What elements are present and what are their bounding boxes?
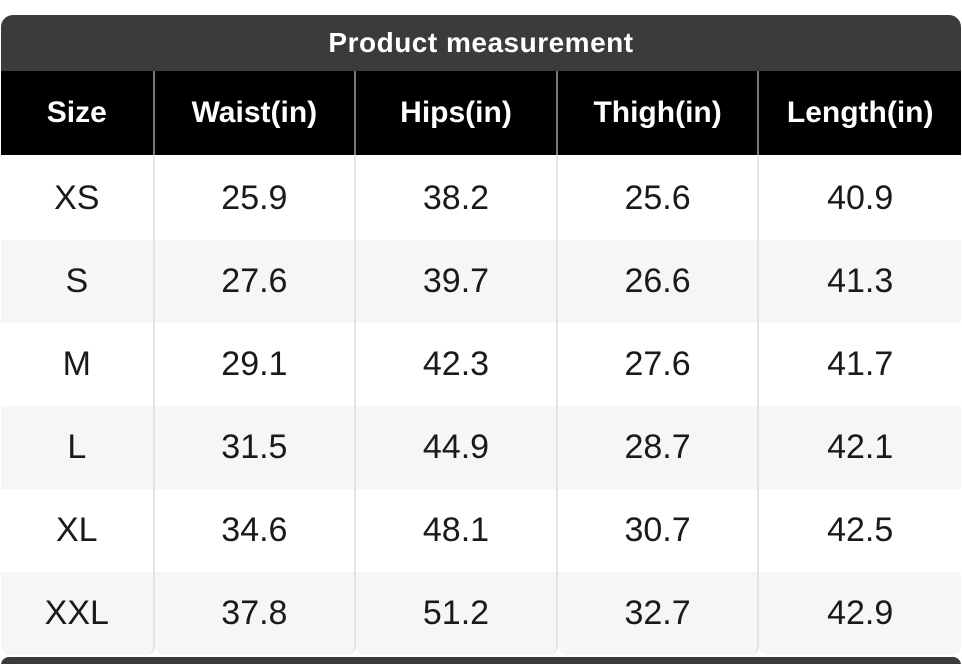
table-cell-size: S [1,240,155,323]
table-cell-size: M [1,323,155,406]
table-cell-hips: 51.2 [356,572,558,655]
table-cell-size: L [1,406,155,489]
table-cell-hips: 42.3 [356,323,558,406]
table-cell-thigh: 30.7 [557,489,760,572]
table-row-s: S 27.6 39.7 26.6 41.3 [1,240,961,323]
table-cell-thigh: 32.7 [557,572,760,655]
table-cell-thigh: 25.6 [557,155,760,240]
table-row-l: L 31.5 44.9 28.7 42.1 [1,406,961,489]
table-cell-waist: 31.5 [154,406,357,489]
table-cell-hips: 38.2 [356,155,558,240]
table-cell-hips: 48.1 [356,489,558,572]
table-cell-waist: 37.8 [154,572,357,655]
column-header-size: Size [1,71,155,155]
column-header-waist: Waist(in) [154,71,357,155]
table-cell-thigh: 27.6 [557,323,760,406]
table-cell-size: XL [1,489,155,572]
table-cell-length: 42.1 [759,406,961,489]
column-header-hips: Hips(in) [356,71,558,155]
table-cell-thigh: 28.7 [557,406,760,489]
table-cell-length: 40.9 [759,155,961,240]
table-cell-waist: 34.6 [154,489,357,572]
table-title-bar: Product measurement [1,15,961,71]
table-row-xs: XS 25.9 38.2 25.6 40.9 [1,155,961,240]
table-cell-waist: 29.1 [154,323,357,406]
table-cell-waist: 27.6 [154,240,357,323]
table-cell-hips: 39.7 [356,240,558,323]
table-row-xxl: XXL 37.8 51.2 32.7 42.9 [1,572,961,655]
header-row: Size Waist(in) Hips(in) Thigh(in) Length… [1,71,961,155]
next-section-title-bar [1,657,961,664]
table-cell-length: 42.5 [759,489,961,572]
table-cell-size: XXL [1,572,155,655]
table-cell-waist: 25.9 [154,155,357,240]
table-row-xl: XL 34.6 48.1 30.7 42.5 [1,489,961,572]
table-cell-hips: 44.9 [356,406,558,489]
table-cell-thigh: 26.6 [557,240,760,323]
table-title: Product measurement [328,27,634,58]
table-cell-size: XS [1,155,155,240]
column-header-length: Length(in) [759,71,961,155]
measurement-table: Size Waist(in) Hips(in) Thigh(in) Length… [1,71,961,655]
table-cell-length: 41.3 [759,240,961,323]
size-chart: Product measurement Size Waist(in) Hips(… [1,15,961,664]
table-cell-length: 41.7 [759,323,961,406]
column-header-thigh: Thigh(in) [557,71,760,155]
table-row-m: M 29.1 42.3 27.6 41.7 [1,323,961,406]
table-cell-length: 42.9 [759,572,961,655]
